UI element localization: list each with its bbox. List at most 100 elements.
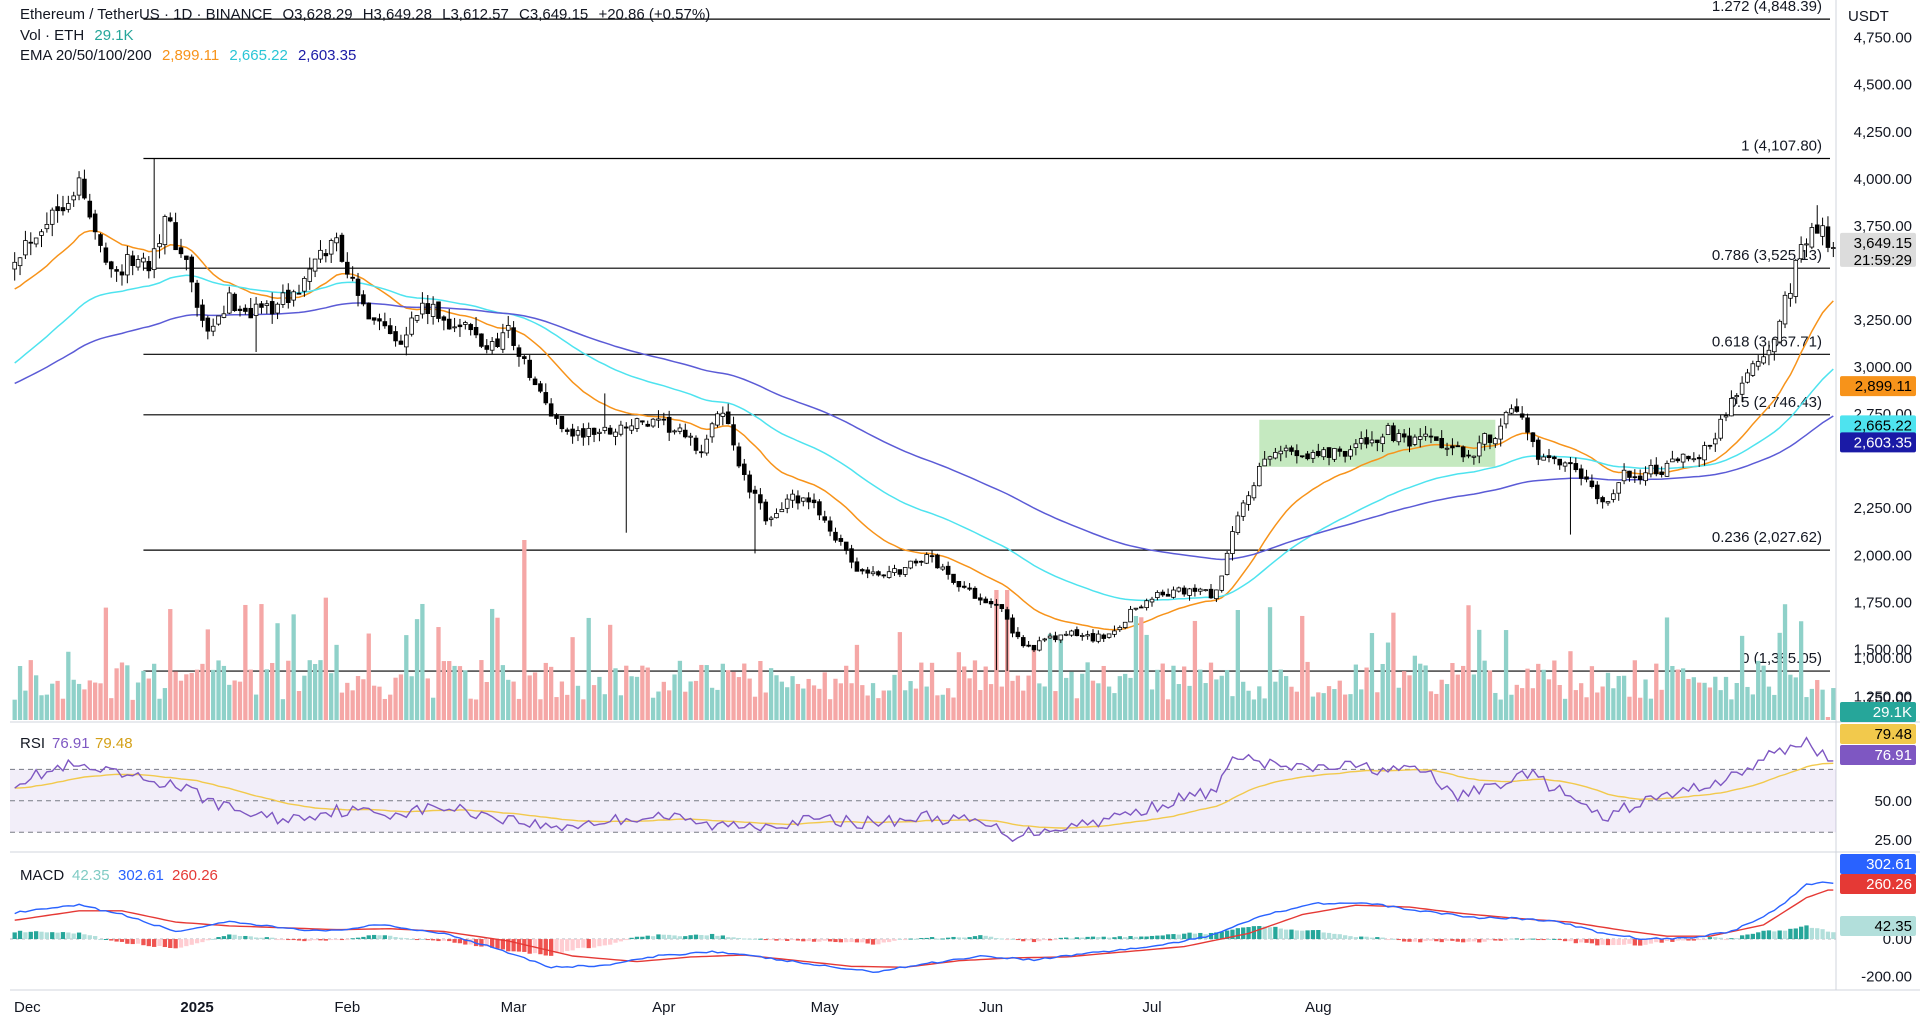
candle-body [1214, 589, 1219, 600]
volume-bar [1321, 693, 1326, 720]
volume-value: 29.1K [94, 27, 134, 44]
macd-histogram-bar [253, 937, 259, 940]
volume-bar [522, 540, 527, 720]
candle-body [1160, 591, 1166, 596]
volume-bar [1793, 677, 1798, 720]
macd-signal-value: 260.26 [172, 867, 218, 884]
volume-bar [248, 669, 253, 720]
candle-body [1294, 450, 1300, 457]
volume-bar [1428, 691, 1434, 720]
macd-histogram-bar [1648, 939, 1654, 944]
candle-body [1798, 244, 1804, 260]
volume-bar [758, 660, 763, 720]
volume-bar [1364, 667, 1369, 720]
volume-bar [1525, 668, 1530, 720]
macd-histogram-bar [699, 934, 704, 940]
macd-histogram-bar [1461, 939, 1466, 943]
macd-histogram-bar [575, 939, 581, 949]
candle-body [1793, 259, 1799, 297]
rsi-tag-bg [1840, 745, 1916, 765]
macd-histogram-bar [1455, 939, 1460, 942]
candle-body [892, 568, 897, 573]
candle-body [1745, 372, 1750, 383]
candle-body [409, 317, 414, 335]
macd-histogram-bar [1380, 937, 1385, 940]
candle-body [323, 253, 329, 257]
macd-histogram-bar [237, 935, 243, 940]
volume-tag-bg [1840, 702, 1916, 722]
symbol-title[interactable]: Ethereum / TetherUS · 1D · BINANCE [20, 6, 273, 23]
candle-body [1455, 445, 1461, 448]
candle-body [463, 322, 468, 325]
candle-body [833, 531, 838, 541]
volume-bar [280, 699, 286, 720]
volume-bar [688, 681, 693, 720]
volume-bar [763, 692, 768, 720]
volume-bar [1208, 662, 1214, 720]
volume-bar [1112, 693, 1117, 720]
macd-histogram-bar [1605, 939, 1611, 946]
volume-bar [768, 668, 774, 720]
candle-body [548, 403, 554, 417]
macd-histogram-bar [178, 939, 184, 948]
volume-bar [87, 680, 92, 720]
candle-body [704, 438, 710, 454]
macd-histogram-bar [1326, 932, 1332, 940]
candle-body [1176, 587, 1182, 592]
macd-histogram-bar [962, 937, 967, 940]
macd-histogram-bar [892, 939, 897, 941]
volume-bar [345, 682, 350, 720]
time-tick-label: Jul [1142, 999, 1161, 1016]
ema-label: EMA 20/50/100/200 [20, 47, 152, 64]
volume-bar [667, 690, 672, 720]
volume-bar [71, 679, 76, 720]
macd-histogram-bar [940, 938, 945, 940]
volume-bar [1520, 688, 1525, 720]
rsi-line [14, 736, 1834, 843]
ema-legend[interactable]: EMA 20/50/100/200 2,899.11 2,665.22 2,60… [20, 47, 362, 64]
candle-body [725, 411, 731, 425]
macd-histogram-bar [881, 939, 886, 943]
volume-bar [752, 696, 758, 720]
macd-histogram-bar [1552, 938, 1557, 940]
macd-histogram-bar [76, 932, 82, 940]
volume-bar [951, 697, 956, 720]
volume-bar [1235, 610, 1240, 720]
candle-body [1326, 447, 1332, 458]
candle-body [699, 451, 704, 454]
volume-bar [527, 675, 532, 720]
volume-bar [790, 676, 795, 720]
macd-histogram-bar [436, 939, 441, 942]
candle-body [988, 601, 994, 605]
macd-histogram-bar [1058, 937, 1063, 940]
macd-histogram-bar [1182, 933, 1187, 940]
candle-body [1037, 640, 1042, 651]
volume-bar [1584, 697, 1589, 720]
candle-body [92, 213, 98, 233]
macd-histogram-bar [1337, 934, 1342, 940]
volume-bar [275, 623, 280, 720]
candle-body [602, 426, 608, 431]
volume-legend[interactable]: Vol · ETH 29.1K [20, 27, 140, 44]
macd-histogram-bar [1106, 937, 1112, 940]
volume-bar [570, 637, 575, 720]
volume-bar [318, 660, 323, 720]
macd-histogram-bar [60, 932, 66, 940]
macd-histogram-bar [1798, 926, 1804, 940]
volume-bar [1466, 605, 1471, 720]
candle-body [994, 603, 999, 606]
candle-body [1643, 472, 1648, 482]
macd-histogram-bar [1557, 939, 1562, 941]
volume-bar [130, 699, 135, 720]
candle-body [17, 257, 23, 267]
macd-histogram-bar [157, 939, 162, 946]
candle-body [130, 255, 135, 266]
macd-histogram-bar [822, 939, 827, 941]
macd-histogram-bar [1047, 939, 1053, 941]
volume-bar [114, 668, 119, 720]
candle-body [1262, 458, 1267, 467]
candle-body [1020, 637, 1026, 647]
price-tick-label: 2,250.00 [1854, 500, 1912, 517]
candle-body [328, 240, 334, 255]
